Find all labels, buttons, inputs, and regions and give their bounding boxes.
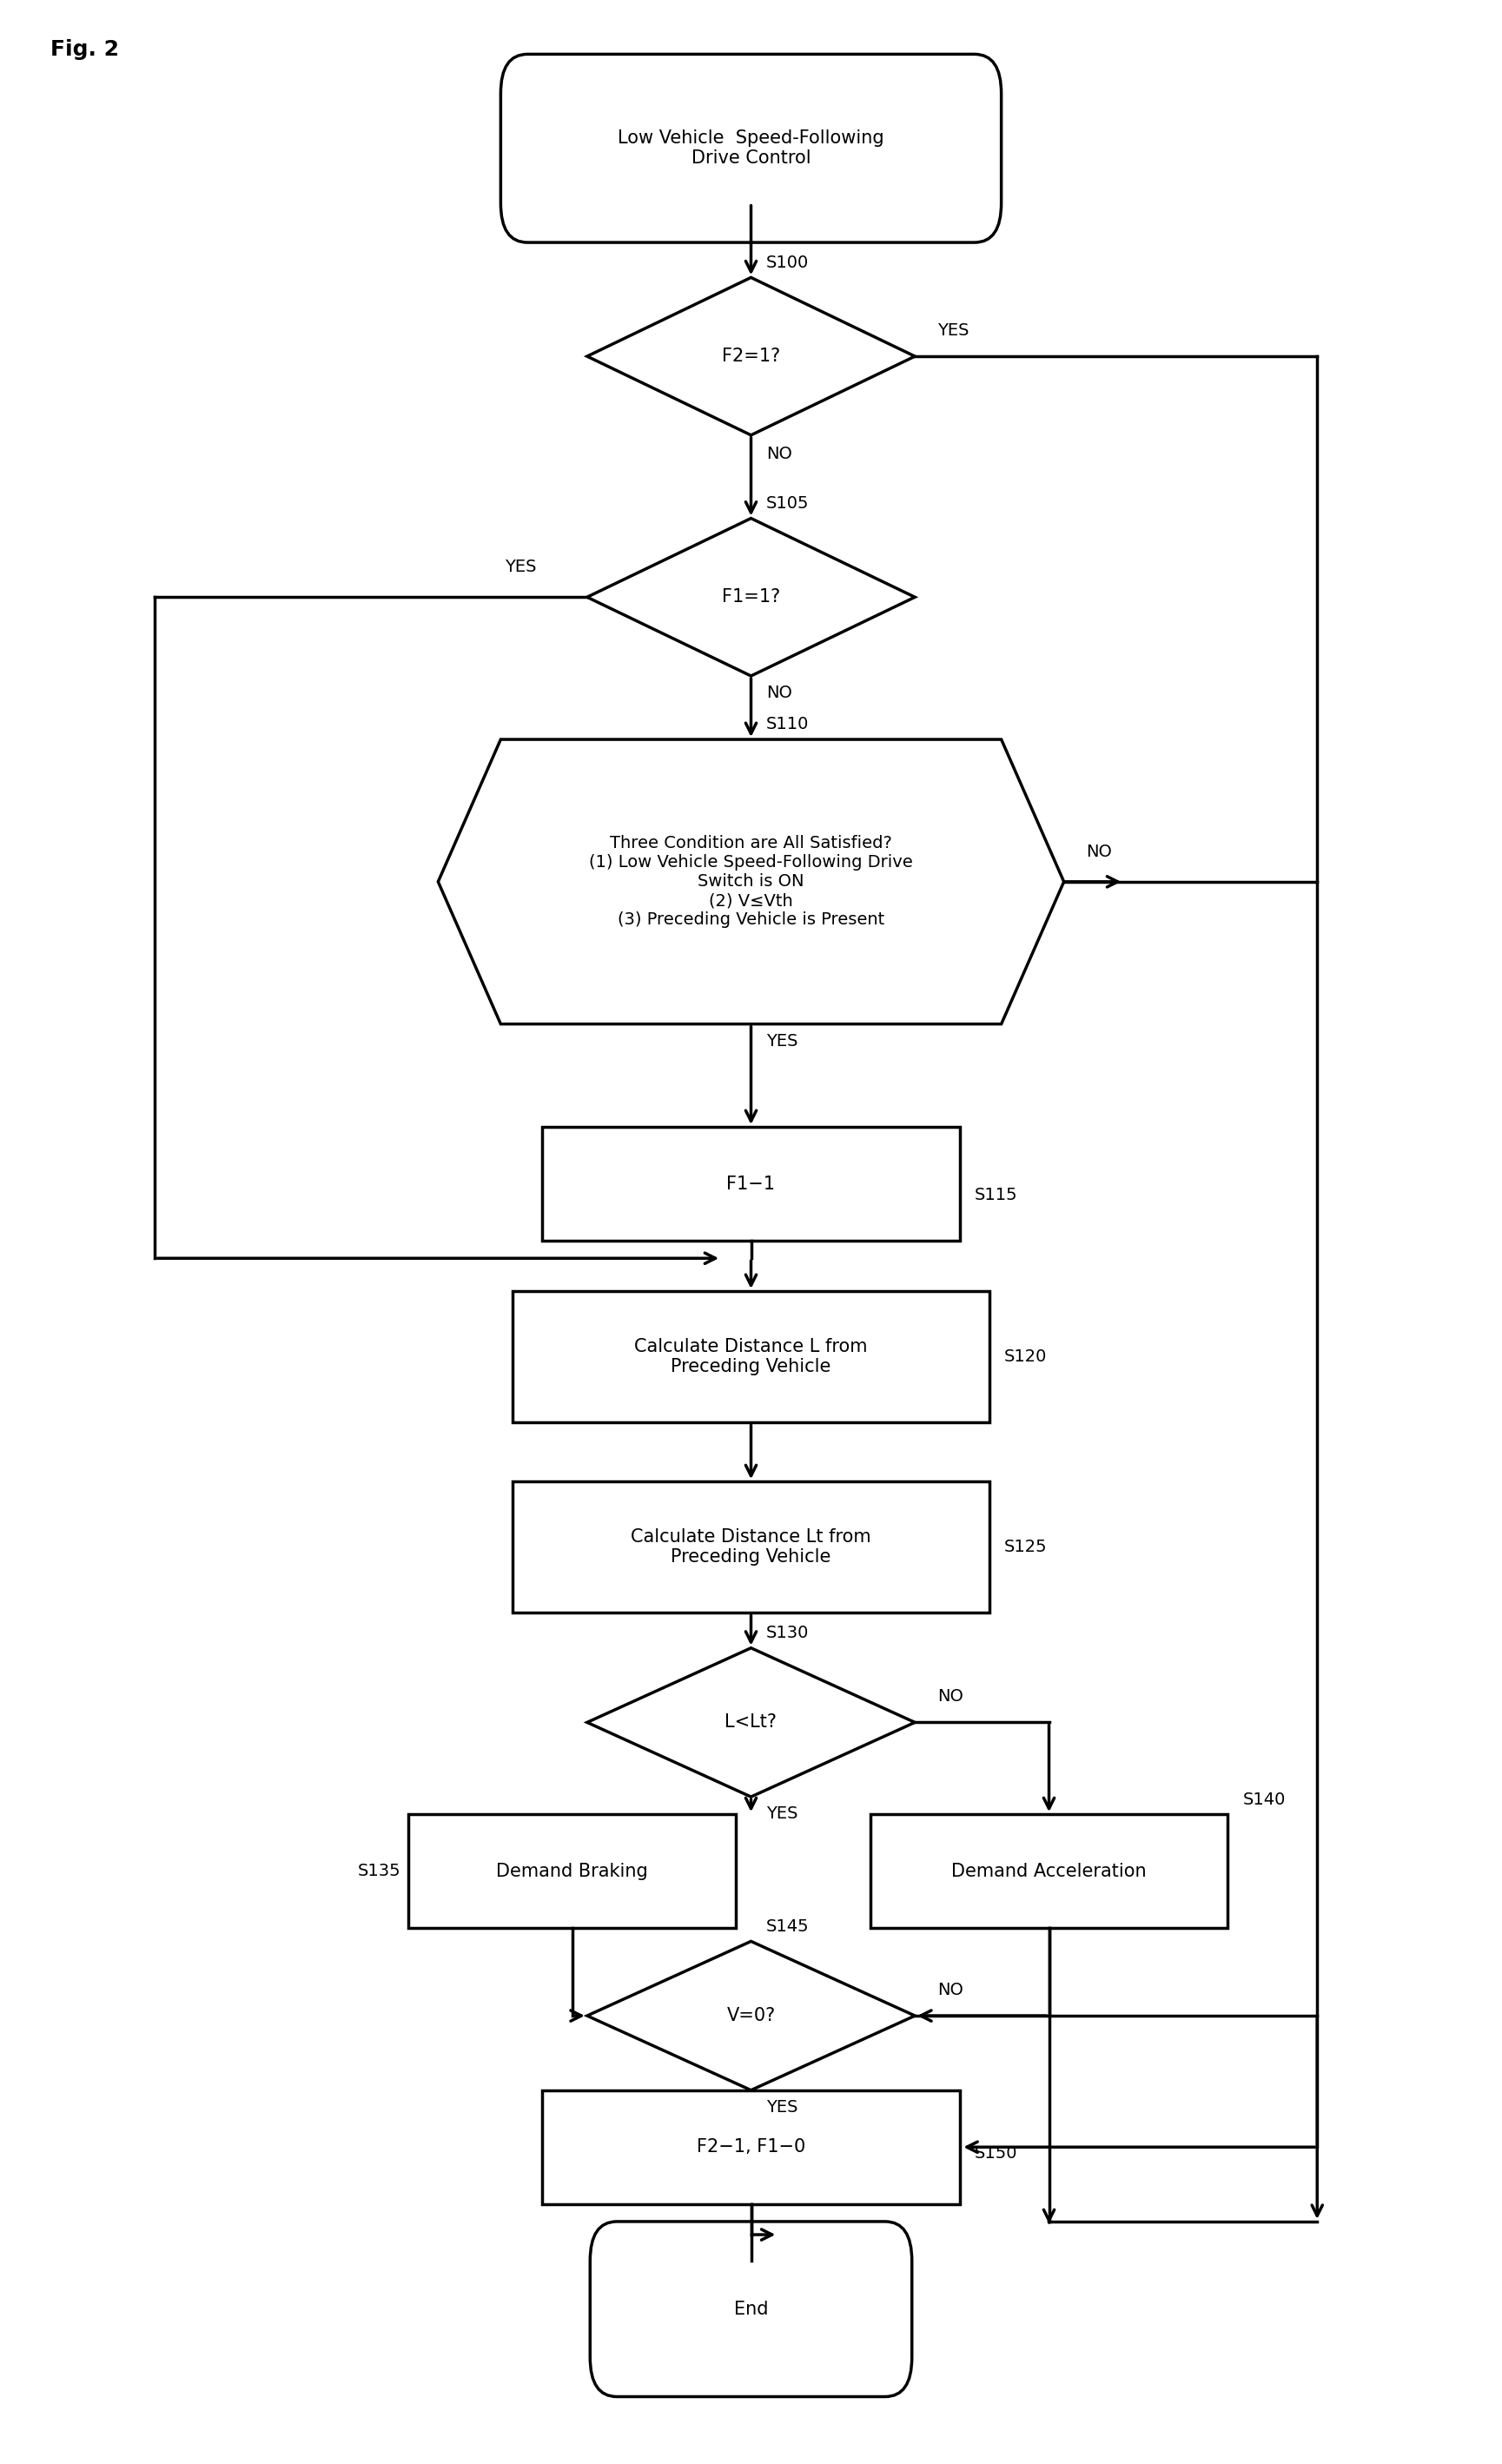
Text: Calculate Distance Lt from
Preceding Vehicle: Calculate Distance Lt from Preceding Veh… [631, 1528, 871, 1567]
Text: YES: YES [766, 1806, 798, 1821]
Bar [512, 1291, 990, 1422]
Text: NO: NO [766, 685, 792, 702]
Text: V=0?: V=0? [727, 2008, 775, 2025]
Polygon shape [587, 1648, 915, 1796]
Bar [542, 1126, 960, 1242]
Text: L<Lt?: L<Lt? [725, 1712, 777, 1732]
Text: Fig. 2: Fig. 2 [51, 39, 119, 59]
FancyBboxPatch shape [500, 54, 1002, 241]
Text: NO: NO [766, 446, 792, 463]
Polygon shape [587, 517, 915, 675]
Text: S100: S100 [766, 254, 808, 271]
Text: S150: S150 [975, 2146, 1017, 2161]
Bar [870, 1814, 1227, 1929]
Text: YES: YES [766, 2099, 798, 2117]
Text: YES: YES [937, 323, 969, 338]
Text: NO: NO [937, 1688, 963, 1705]
Text: Demand Acceleration: Demand Acceleration [951, 1863, 1146, 1880]
Text: S135: S135 [357, 1863, 401, 1880]
Bar [542, 2089, 960, 2203]
FancyBboxPatch shape [590, 2223, 912, 2397]
Text: End: End [734, 2301, 768, 2319]
Text: Three Condition are All Satisfied?
(1) Low Vehicle Speed-Following Drive
Switch : Three Condition are All Satisfied? (1) L… [589, 835, 913, 929]
Text: Demand Braking: Demand Braking [496, 1863, 647, 1880]
Polygon shape [587, 1942, 915, 2089]
Text: S120: S120 [1005, 1348, 1047, 1365]
Text: Calculate Distance L from
Preceding Vehicle: Calculate Distance L from Preceding Vehi… [634, 1338, 868, 1375]
Text: S105: S105 [766, 495, 810, 513]
Text: NO: NO [1086, 843, 1111, 860]
Bar [409, 1814, 736, 1929]
Bar [512, 1481, 990, 1614]
Polygon shape [439, 739, 1063, 1025]
Text: F2=1?: F2=1? [722, 347, 780, 365]
Text: F2−1, F1−0: F2−1, F1−0 [697, 2139, 805, 2156]
Text: S110: S110 [766, 717, 808, 732]
Text: S145: S145 [766, 1919, 810, 1934]
Text: F1=1?: F1=1? [722, 589, 780, 606]
Text: S115: S115 [975, 1188, 1017, 1202]
Text: S130: S130 [766, 1624, 808, 1641]
Text: YES: YES [766, 1032, 798, 1050]
Text: S140: S140 [1242, 1791, 1286, 1809]
Text: F1−1: F1−1 [727, 1175, 775, 1193]
Text: S125: S125 [1005, 1540, 1047, 1555]
Text: NO: NO [937, 1981, 963, 1998]
Text: YES: YES [505, 559, 536, 574]
Text: Low Vehicle  Speed-Following
Drive Control: Low Vehicle Speed-Following Drive Contro… [617, 131, 885, 168]
Polygon shape [587, 278, 915, 436]
